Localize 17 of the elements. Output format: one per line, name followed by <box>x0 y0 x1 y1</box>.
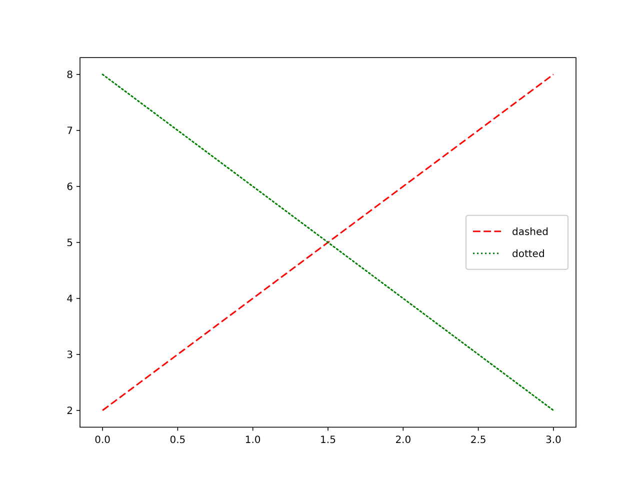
line-series <box>102 74 554 412</box>
legend-label: dashed <box>512 226 549 238</box>
y-tick-label: 4 <box>66 294 73 305</box>
x-tick-label: 1.0 <box>244 435 261 446</box>
x-tick-label: 1.5 <box>320 435 336 446</box>
y-tick-label: 6 <box>66 182 73 193</box>
y-tick-label: 8 <box>66 70 73 81</box>
x-tick-label: 3.0 <box>546 435 562 446</box>
legend-label: dotted <box>512 248 545 260</box>
y-tick-label: 3 <box>66 350 73 361</box>
x-tick-label: 2.0 <box>395 435 412 446</box>
x-tick-label: 0.5 <box>170 435 186 446</box>
x-tick-label: 0.0 <box>94 435 110 446</box>
y-tick-label: 7 <box>66 126 73 137</box>
y-tick-label: 5 <box>66 238 73 249</box>
x-tick-label: 2.5 <box>470 435 486 446</box>
y-tick-label: 2 <box>66 406 73 417</box>
